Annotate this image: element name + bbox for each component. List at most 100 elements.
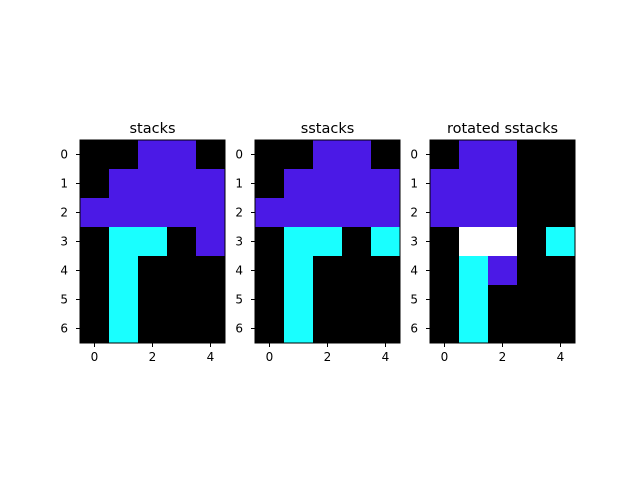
heatmap-cell (430, 227, 460, 257)
heatmap-cell (459, 169, 489, 199)
y-tick-label: 3 (235, 235, 243, 249)
heatmap-cell (80, 198, 110, 228)
heatmap-cell (284, 314, 314, 344)
panel-title: rotated sstacks (447, 121, 558, 137)
heatmap-cell (109, 314, 139, 344)
heatmap-cell (313, 140, 343, 170)
heatmap-cell (167, 198, 197, 228)
heatmap-cell (459, 314, 489, 344)
heatmap-cell (371, 314, 401, 344)
heatmap-cell (546, 169, 576, 199)
heatmap-panel-2: sstacks 0 2 4 0 1 2 3 4 5 6 (235, 121, 401, 364)
heatmap-cell (371, 198, 401, 228)
y-tick-label: 3 (60, 235, 68, 249)
heatmap-cell (371, 169, 401, 199)
y-tick-label: 5 (60, 293, 68, 307)
heatmap-cell (167, 140, 197, 170)
y-tick-label: 2 (235, 206, 243, 220)
heatmap-panel-1: stacks 0 2 4 0 1 2 3 4 5 6 (60, 121, 226, 364)
y-tick-label: 4 (60, 264, 68, 278)
heatmap-cell (196, 198, 226, 228)
heatmap-cell (517, 169, 547, 199)
heatmap-cell (196, 227, 226, 257)
heatmap-cell (196, 140, 226, 170)
heatmap-cell (488, 169, 518, 199)
heatmap-cell (138, 169, 168, 199)
x-tick-label: 0 (266, 350, 274, 364)
y-tick-label: 5 (235, 293, 243, 307)
heatmap-cell (80, 140, 110, 170)
heatmap-cell (109, 140, 139, 170)
heatmap-cell (342, 198, 372, 228)
heatmap-cell (342, 140, 372, 170)
heatmap-cell (284, 140, 314, 170)
heatmap-cell (255, 169, 285, 199)
x-tick-label: 4 (207, 350, 215, 364)
heatmap-cell (488, 256, 518, 286)
y-tick-label: 0 (235, 148, 243, 162)
heatmap-cell (196, 169, 226, 199)
heatmap-panel-3: rotated sstacks 0 2 4 0 1 2 3 4 5 6 (410, 121, 576, 364)
heatmap-cell (517, 285, 547, 315)
heatmap-cell (371, 256, 401, 286)
x-tick-label: 4 (557, 350, 565, 364)
heatmap-cell (138, 227, 168, 257)
heatmap-cell (255, 140, 285, 170)
heatmap-cell (255, 256, 285, 286)
heatmap-cell (255, 227, 285, 257)
y-tick-label: 4 (235, 264, 243, 278)
heatmap-cell (342, 314, 372, 344)
y-tick-label: 5 (410, 293, 418, 307)
heatmap-cell (80, 169, 110, 199)
heatmap-cell (313, 169, 343, 199)
heatmap-cell (167, 256, 197, 286)
y-tick-label: 1 (60, 177, 68, 191)
heatmap-cell (167, 227, 197, 257)
heatmap-cell (138, 285, 168, 315)
heatmap-cell (109, 227, 139, 257)
heatmap-cell (517, 256, 547, 286)
heatmap-cell (546, 256, 576, 286)
heatmap-cell (342, 227, 372, 257)
heatmap-cell (255, 314, 285, 344)
heatmap-cell (167, 285, 197, 315)
heatmap-cell (196, 314, 226, 344)
y-tick-label: 6 (410, 322, 418, 336)
heatmap-cell (196, 285, 226, 315)
heatmap-cell (546, 314, 576, 344)
heatmap-cell (517, 227, 547, 257)
y-tick-label: 0 (410, 148, 418, 162)
heatmap-cell (546, 285, 576, 315)
heatmap-cell (109, 256, 139, 286)
y-tick-label: 0 (60, 148, 68, 162)
heatmap-cell (284, 227, 314, 257)
heatmap-cell (138, 256, 168, 286)
heatmap-cell (488, 140, 518, 170)
heatmap-cell (138, 140, 168, 170)
heatmap-cell (459, 227, 489, 257)
heatmap-cell (459, 285, 489, 315)
x-tick-label: 2 (324, 350, 332, 364)
heatmap-cell (313, 285, 343, 315)
heatmap-cell (138, 198, 168, 228)
heatmap-cell (80, 256, 110, 286)
y-tick-label: 4 (410, 264, 418, 278)
x-tick-label: 0 (91, 350, 99, 364)
heatmap-cell (196, 256, 226, 286)
heatmap-cell (342, 285, 372, 315)
heatmap-cell (138, 314, 168, 344)
x-tick-label: 4 (382, 350, 390, 364)
y-tick-label: 1 (410, 177, 418, 191)
heatmap-cell (255, 198, 285, 228)
heatmap-cell (430, 256, 460, 286)
heatmap-cell (167, 314, 197, 344)
heatmap-cell (459, 198, 489, 228)
heatmap-cell (109, 198, 139, 228)
heatmap-cell (459, 256, 489, 286)
heatmap-cell (546, 198, 576, 228)
heatmap-cell (80, 227, 110, 257)
y-tick-label: 2 (410, 206, 418, 220)
heatmap-cell (517, 140, 547, 170)
heatmap-cell (284, 256, 314, 286)
